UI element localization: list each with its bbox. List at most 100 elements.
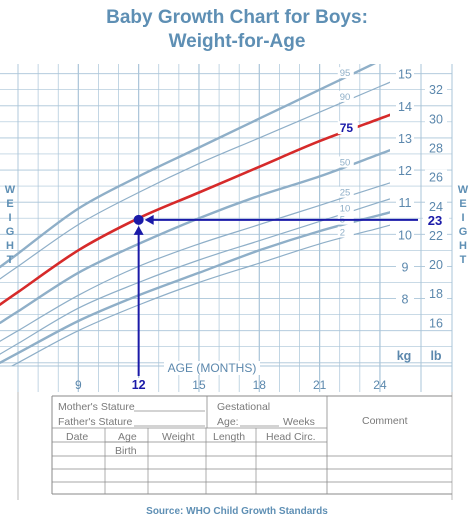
axis-labels: 9 12 15 18 21 24 8 9 10 11 12 13 14 15 16 18 20 22 24 26 28 3… bbox=[75, 66, 447, 392]
kg-tick-bg bbox=[396, 259, 414, 273]
chart-title-line1: Baby Growth Chart for Boys: bbox=[106, 7, 368, 28]
lb-unit-bg bbox=[426, 348, 446, 362]
lb-tick-label: 32 bbox=[429, 83, 443, 97]
kg-tick-bg bbox=[396, 98, 414, 112]
percentile-label-25: 25 bbox=[340, 188, 351, 199]
percentile-curve-10 bbox=[0, 198, 390, 355]
fathers-stature-label: Father's Stature bbox=[58, 416, 133, 428]
percentile-label-bg bbox=[337, 90, 354, 102]
kg-tick-bg bbox=[396, 130, 414, 144]
lb-tick-bg bbox=[425, 315, 447, 329]
birth-header: Birth bbox=[115, 445, 137, 457]
lb-tick-bg bbox=[425, 169, 447, 183]
weight-header: Weight bbox=[162, 431, 195, 443]
side-letter: I bbox=[461, 212, 465, 224]
kg-tick-label: 10 bbox=[398, 228, 412, 242]
percentile-label-75: 75 bbox=[340, 121, 354, 135]
side-letter: I bbox=[8, 212, 12, 224]
percentile-curve-75 bbox=[0, 113, 390, 306]
lb-tick-label: 20 bbox=[429, 258, 443, 272]
percentile-label-2: 2 bbox=[340, 227, 345, 238]
side-letter: T bbox=[459, 254, 467, 266]
kg-tick-label: 11 bbox=[399, 196, 412, 210]
chart-title-line2: Weight-for-Age bbox=[168, 31, 306, 52]
age-value-bg bbox=[128, 378, 149, 392]
length-header: Length bbox=[213, 431, 246, 443]
annotation: 23 12 bbox=[128, 211, 449, 392]
data-point bbox=[133, 214, 144, 225]
xlabel-bg bbox=[164, 361, 260, 375]
lb-tick-bg bbox=[425, 227, 447, 241]
percentile-label-bg bbox=[337, 202, 354, 214]
lb-tick-bg bbox=[425, 198, 447, 212]
side-letter: E bbox=[459, 198, 467, 210]
percentile-labels: 95907550251052 bbox=[337, 67, 358, 238]
side-letter: H bbox=[459, 240, 467, 252]
date-header: Date bbox=[66, 431, 89, 443]
percentile-label-bg bbox=[337, 121, 358, 135]
percentile-label-10: 10 bbox=[340, 204, 351, 215]
lb-tick-bg bbox=[425, 82, 447, 96]
lb-tick-bg bbox=[425, 111, 447, 125]
head-circ-header: Head Circ. bbox=[266, 431, 316, 443]
gestational-label: Gestational bbox=[217, 401, 271, 413]
x-tick-label: 9 bbox=[75, 378, 82, 392]
percentile-label-bg bbox=[337, 156, 354, 168]
lb-tick-bg bbox=[425, 257, 447, 271]
side-letter: H bbox=[6, 240, 14, 252]
kg-unit-bg bbox=[396, 348, 416, 362]
side-letter: G bbox=[458, 226, 468, 238]
weeks-label: Weeks bbox=[283, 416, 315, 428]
percentile-curve-50 bbox=[0, 149, 390, 325]
side-letter: W bbox=[457, 184, 469, 196]
x-tick-label: 15 bbox=[192, 378, 206, 392]
grid bbox=[0, 64, 453, 392]
mothers-stature-label: Mother's Stature bbox=[58, 401, 135, 413]
source-note: Source: WHO Child Growth Standards bbox=[146, 506, 328, 517]
kg-tick-label: 14 bbox=[398, 100, 412, 114]
x-tick-label: 21 bbox=[313, 378, 327, 392]
kg-tick-bg bbox=[396, 291, 414, 305]
lb-tick-label: 24 bbox=[429, 200, 443, 214]
x-tick-label: 18 bbox=[253, 378, 267, 392]
lb-tick-label: 18 bbox=[429, 287, 443, 301]
lb-tick-bg bbox=[425, 140, 447, 154]
kg-tick-label: 15 bbox=[398, 68, 412, 82]
value-label-bg bbox=[423, 211, 449, 228]
age-pointer-arrowhead bbox=[133, 225, 144, 235]
percentile-curve-90 bbox=[0, 81, 390, 280]
x-axis-title: AGE (MONTHS) bbox=[168, 361, 257, 375]
percentile-curve-95 bbox=[0, 64, 376, 269]
lb-tick-label: 30 bbox=[429, 112, 443, 126]
kg-tick-bg bbox=[396, 163, 414, 177]
kg-tick-label: 12 bbox=[398, 164, 412, 178]
side-letter: G bbox=[5, 226, 15, 238]
kg-tick-bg bbox=[396, 227, 414, 241]
lb-tick-label: 28 bbox=[429, 142, 443, 156]
comment-label: Comment bbox=[362, 415, 408, 427]
lb-tick-label: 22 bbox=[429, 229, 443, 243]
percentile-curve-2 bbox=[10, 224, 390, 366]
percentile-label-50: 50 bbox=[340, 157, 351, 168]
percentile-label-bg bbox=[337, 226, 354, 238]
record-form-lines bbox=[17, 392, 453, 500]
percentile-label-bg bbox=[337, 67, 354, 79]
percentile-label-bg bbox=[337, 186, 354, 198]
side-letter: W bbox=[4, 184, 16, 196]
age-header: Age bbox=[118, 431, 137, 443]
gestational-age-label: Age: bbox=[217, 416, 239, 428]
kg-tick-bg bbox=[396, 66, 414, 80]
weight-value-label: 23 bbox=[428, 213, 442, 228]
x-tick-label: 24 bbox=[373, 378, 387, 392]
kg-tick-label: 9 bbox=[402, 260, 409, 274]
percentile-label-95: 95 bbox=[340, 68, 351, 79]
kg-tick-bg bbox=[396, 195, 414, 209]
lb-tick-label: 26 bbox=[429, 171, 443, 185]
weight-pointer-arrowhead bbox=[144, 214, 154, 225]
side-letter: E bbox=[6, 198, 14, 210]
kg-tick-label: 13 bbox=[398, 132, 412, 146]
percentile-curve-25 bbox=[0, 182, 390, 342]
